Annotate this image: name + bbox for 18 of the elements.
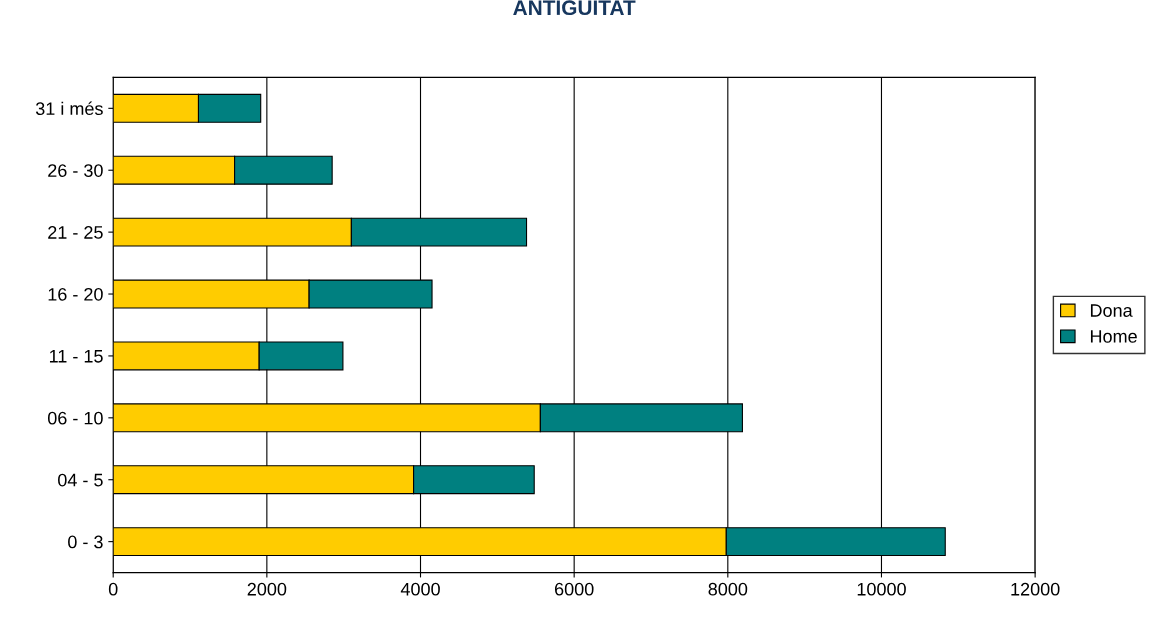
y-tick-label: 21 - 25	[48, 226, 103, 239]
y-tick-label: 06 - 10	[47, 411, 103, 425]
y-tick-label: 04 - 5	[58, 473, 103, 487]
y-tick-label: 0 - 3	[68, 535, 103, 549]
legend-label: Home	[1090, 330, 1137, 343]
x-tick-label: 2000	[247, 582, 287, 596]
y-tick-label: 16 - 20	[48, 287, 103, 301]
x-tick-label: 12000	[1011, 582, 1060, 596]
x-tick-label: 10000	[857, 582, 906, 596]
chart-title: ANTIGUITAT	[513, 0, 636, 16]
y-tick-label: 26 - 30	[48, 164, 103, 177]
legend-label: Dona	[1090, 304, 1133, 317]
x-tick-label: 0	[108, 582, 118, 596]
x-tick-label: 6000	[555, 582, 594, 596]
y-tick-label: 11 - 15	[49, 350, 103, 363]
y-tick-label: 31 i més	[35, 101, 103, 116]
x-tick-label: 4000	[400, 582, 440, 596]
x-tick-label: 8000	[708, 582, 748, 596]
